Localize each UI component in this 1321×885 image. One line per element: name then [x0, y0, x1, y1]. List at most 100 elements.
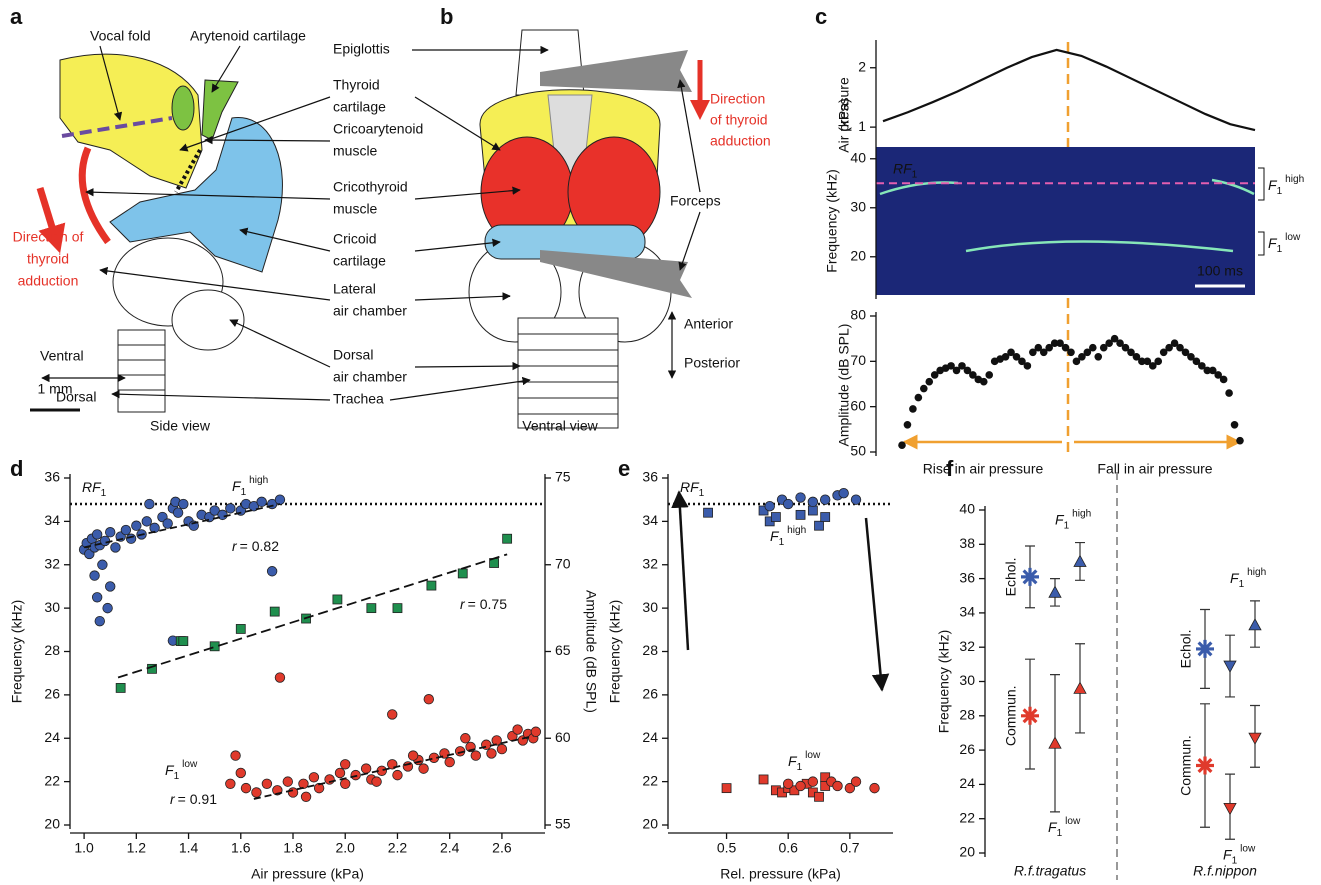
data-point [235, 767, 246, 779]
annotation: F1high [1055, 508, 1091, 531]
annotation-sup: low [1285, 232, 1301, 243]
axis-title: Commun. [1178, 735, 1194, 796]
y-tick-label: 50 [850, 443, 866, 459]
data-point [460, 733, 471, 744]
panel-label: f [946, 456, 954, 481]
x-tick-label: 0.5 [717, 840, 737, 856]
data-point [783, 498, 794, 510]
annotation-sub: 1 [779, 537, 785, 548]
data-point [1198, 362, 1206, 370]
axis-title: Frequency (kHz) [824, 169, 840, 272]
data-point [94, 615, 105, 627]
y-tick-label: 60 [850, 397, 866, 413]
fit-line [117, 553, 508, 679]
axis-title: Echol. [1178, 629, 1194, 668]
scale-label: 100 ms [1197, 263, 1243, 279]
y-tick-label: 34 [642, 512, 658, 528]
data-point [914, 393, 923, 402]
y-tick-label: 28 [642, 642, 658, 658]
annotation-base: F [1048, 819, 1058, 835]
data-point [144, 498, 155, 510]
spectral-trace [965, 240, 1234, 253]
annotation: F1high [232, 475, 268, 498]
diagram-label: Forceps [670, 193, 721, 209]
data-point [110, 542, 121, 553]
data-point [256, 496, 267, 508]
data-point [334, 767, 346, 779]
data-point [115, 683, 126, 693]
data-point [1223, 803, 1237, 816]
annotation: RF1 [82, 479, 107, 499]
y-tick-label: 36 [44, 469, 60, 485]
annotation-sub: 1 [1277, 244, 1283, 255]
panel-label: e [618, 456, 630, 481]
x-tick-label: 2.6 [492, 840, 512, 856]
annotation: RF1 [680, 479, 705, 499]
data-point [1023, 362, 1032, 370]
data-point [952, 366, 961, 375]
diagram-label: Cricoarytenoid [333, 121, 423, 137]
annotation-base: F [1223, 846, 1233, 862]
y-tick-label: 22 [642, 772, 658, 788]
trachea-shape [117, 329, 166, 413]
diagram-label: Cricothyroid [333, 179, 408, 195]
data-point [97, 559, 108, 570]
data-point [795, 509, 806, 520]
annotation: F1low [1048, 815, 1081, 838]
data-point [758, 774, 769, 785]
data-point [1225, 389, 1233, 397]
leader [414, 361, 521, 371]
data-point [1012, 353, 1021, 361]
x-tick-label: 0.6 [778, 840, 798, 856]
y-tick-label: 20 [642, 816, 658, 832]
annotation-base: RF [893, 160, 913, 176]
data-point [1181, 348, 1190, 357]
data-point [418, 763, 429, 774]
data-point [340, 759, 351, 770]
x-tick-label: 1.2 [127, 840, 147, 856]
axis-title: Frequency (kHz) [607, 600, 623, 703]
data-point [340, 778, 351, 789]
data-point [795, 492, 806, 503]
data-point [225, 503, 236, 514]
leader [389, 376, 531, 401]
data-point [457, 568, 468, 579]
data-point [1236, 436, 1244, 445]
arytenoid-shape [201, 79, 239, 141]
axis-title: (kPa) [836, 98, 852, 131]
data-point [387, 709, 398, 720]
annotation: Fall in air pressure [1097, 461, 1212, 477]
arrow [671, 490, 690, 651]
leader [677, 79, 701, 193]
data-point [308, 772, 320, 783]
annotation-sub: 1 [1064, 520, 1070, 531]
annotation-sup: high [787, 525, 806, 536]
data-point [1073, 681, 1087, 694]
annotation: F1high [770, 525, 806, 548]
data-point [1196, 639, 1214, 658]
annotation-sub: 1 [1232, 855, 1238, 866]
annotation-sup: low [805, 750, 821, 761]
data-point [1056, 339, 1064, 348]
annotation: RF1 [893, 160, 918, 180]
annotation-sup: low [1065, 815, 1081, 826]
data-point [1223, 660, 1237, 673]
y-tick-label: 36 [642, 469, 658, 485]
data-point [491, 735, 502, 746]
data-point [1248, 732, 1262, 745]
data-point [313, 782, 325, 794]
data-point [958, 362, 966, 370]
diagram-annotation: of thyroid [710, 112, 768, 128]
data-point [444, 756, 455, 768]
annotation-base: F [770, 528, 780, 544]
spectrogram [876, 147, 1255, 295]
data-point [502, 533, 513, 544]
data-point [1045, 343, 1053, 352]
y-tick-label: 28 [44, 642, 60, 658]
data-point [850, 776, 862, 787]
data-point [512, 724, 523, 735]
data-point [1116, 339, 1124, 348]
fit-line [83, 503, 281, 549]
panel-label: d [10, 456, 23, 481]
purple-guide [61, 116, 173, 138]
